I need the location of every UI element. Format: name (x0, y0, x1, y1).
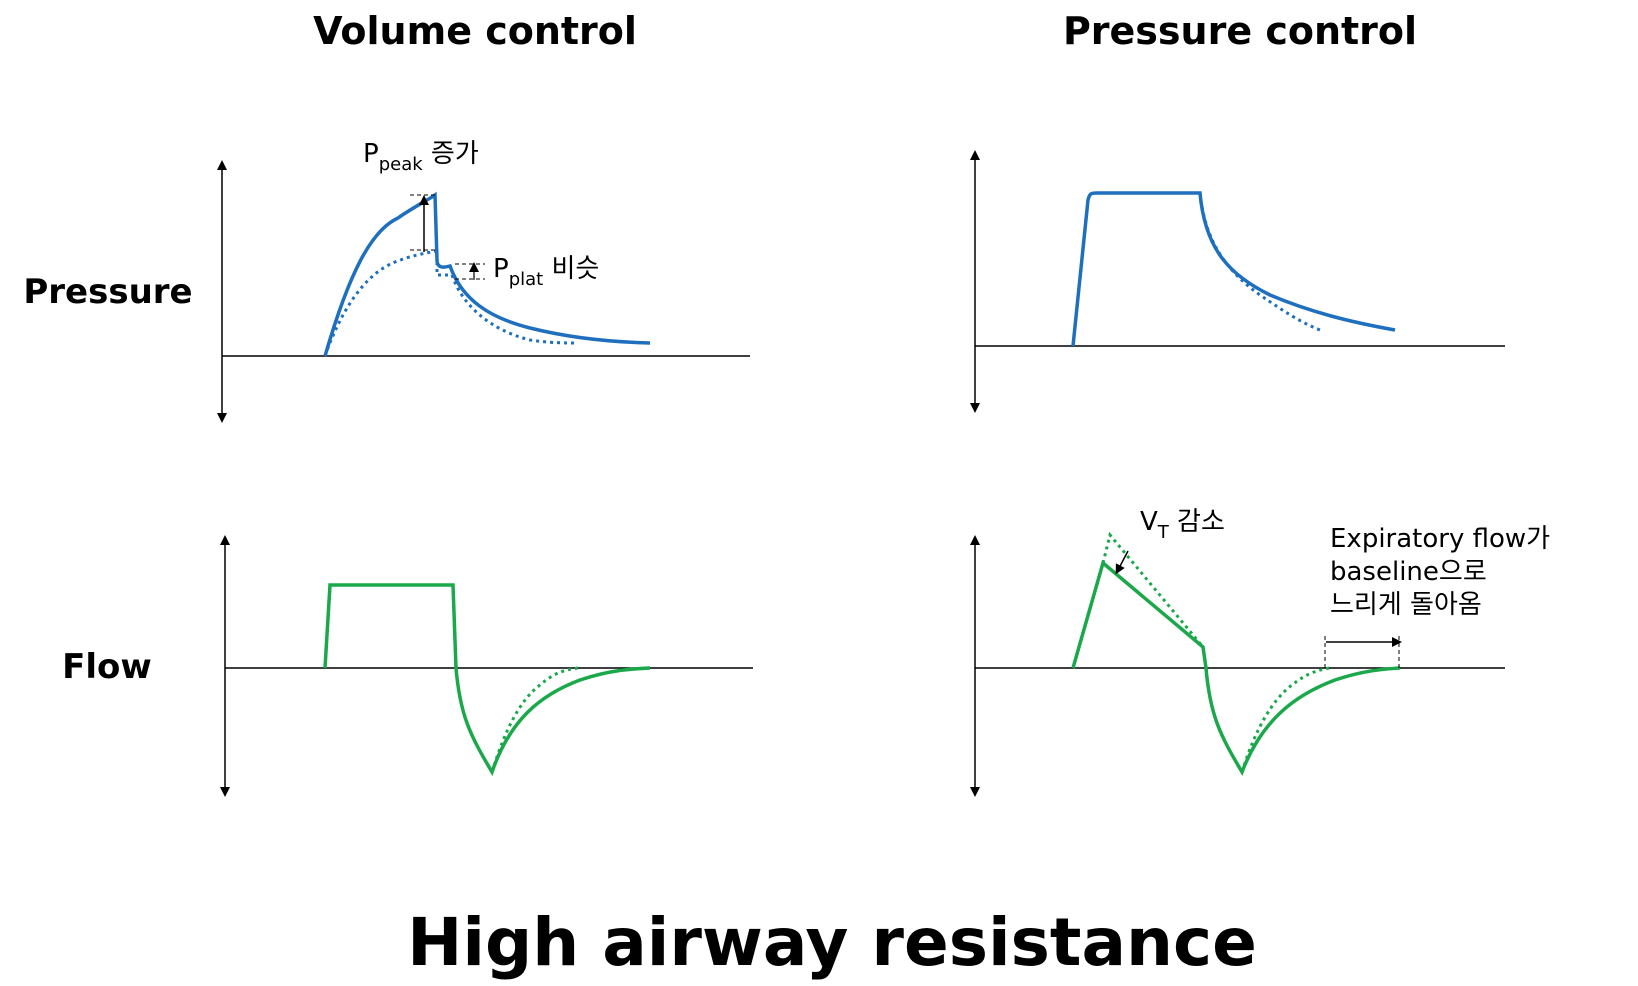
pressure-curve-dotted (1198, 192, 1321, 332)
flow-curve-dotted (490, 666, 579, 773)
flow-curve-solid (1071, 559, 1401, 776)
annotation-pplat: Pplat 비슷 (493, 254, 599, 290)
annotation-expiratory-line-1: Expiratory flow가 (1330, 524, 1550, 554)
panel-volume-flow (220, 535, 753, 797)
main-title: High airway resistance (407, 904, 1257, 981)
flow-curve-solid (323, 583, 651, 777)
annotation-expiratory-line-3: 느리게 돌아옴 (1330, 590, 1482, 620)
flow-curve-dotted (1101, 531, 1331, 773)
row-label-pressure: Pressure (23, 272, 192, 312)
row-label-flow: Flow (62, 647, 152, 687)
annotation-vt: VT 감소 (1140, 507, 1225, 543)
panel-pressure-pressure (970, 150, 1505, 413)
pressure-curve-dotted (323, 249, 576, 357)
column-title-volume-control: Volume control (313, 9, 637, 53)
pressure-curve-solid (1071, 191, 1396, 347)
column-title-pressure-control: Pressure control (1063, 9, 1417, 53)
panel-pressure-flow: VT 감소 Expiratory flow가 baseline으로 느리게 돌아… (970, 507, 1550, 797)
panel-volume-pressure: Ppeak 증가 Pplat 비슷 (217, 139, 750, 423)
annotation-expiratory-line-2: baseline으로 (1330, 557, 1487, 587)
annotation-arrow-icon (1115, 550, 1129, 575)
pressure-curve-solid (323, 191, 651, 357)
annotation-ppeak: Ppeak 증가 (363, 139, 479, 175)
